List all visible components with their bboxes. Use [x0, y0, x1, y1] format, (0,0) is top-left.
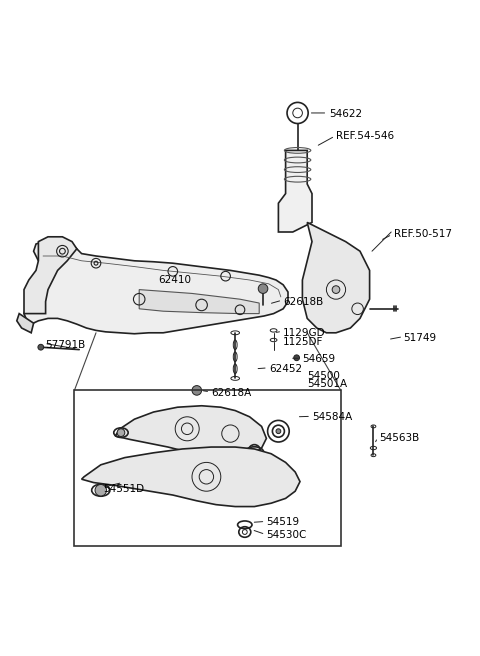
Text: REF.54-546: REF.54-546 [336, 131, 394, 141]
Polygon shape [24, 241, 288, 334]
Text: 1129GD: 1129GD [283, 328, 326, 338]
Text: 54530C: 54530C [266, 530, 307, 541]
Circle shape [117, 429, 125, 436]
Text: 54659: 54659 [302, 354, 336, 364]
Text: 54622: 54622 [329, 110, 362, 119]
Text: 51749: 51749 [403, 333, 436, 342]
Polygon shape [278, 150, 312, 232]
Circle shape [258, 284, 268, 293]
Circle shape [95, 485, 107, 496]
Circle shape [38, 344, 44, 350]
Text: 62618A: 62618A [211, 388, 252, 398]
Text: 54563B: 54563B [379, 434, 420, 443]
Text: 62452: 62452 [269, 364, 302, 374]
Text: 1125DF: 1125DF [283, 337, 324, 348]
Polygon shape [17, 314, 34, 333]
Polygon shape [139, 289, 259, 314]
Text: 62410: 62410 [158, 275, 192, 285]
Text: 62618B: 62618B [283, 297, 324, 306]
Polygon shape [302, 222, 370, 333]
Text: 54551D: 54551D [103, 484, 144, 494]
Circle shape [192, 386, 202, 395]
Text: 54519: 54519 [266, 518, 300, 527]
Text: 54500: 54500 [307, 371, 340, 381]
Polygon shape [24, 237, 77, 314]
Text: REF.50-517: REF.50-517 [394, 230, 452, 239]
Text: 54501A: 54501A [307, 379, 348, 389]
Circle shape [332, 286, 340, 293]
Polygon shape [115, 406, 266, 461]
Text: 54584A: 54584A [312, 412, 352, 422]
Polygon shape [82, 447, 300, 506]
Ellipse shape [276, 429, 281, 434]
Circle shape [294, 355, 300, 361]
Text: 57791B: 57791B [46, 340, 86, 350]
